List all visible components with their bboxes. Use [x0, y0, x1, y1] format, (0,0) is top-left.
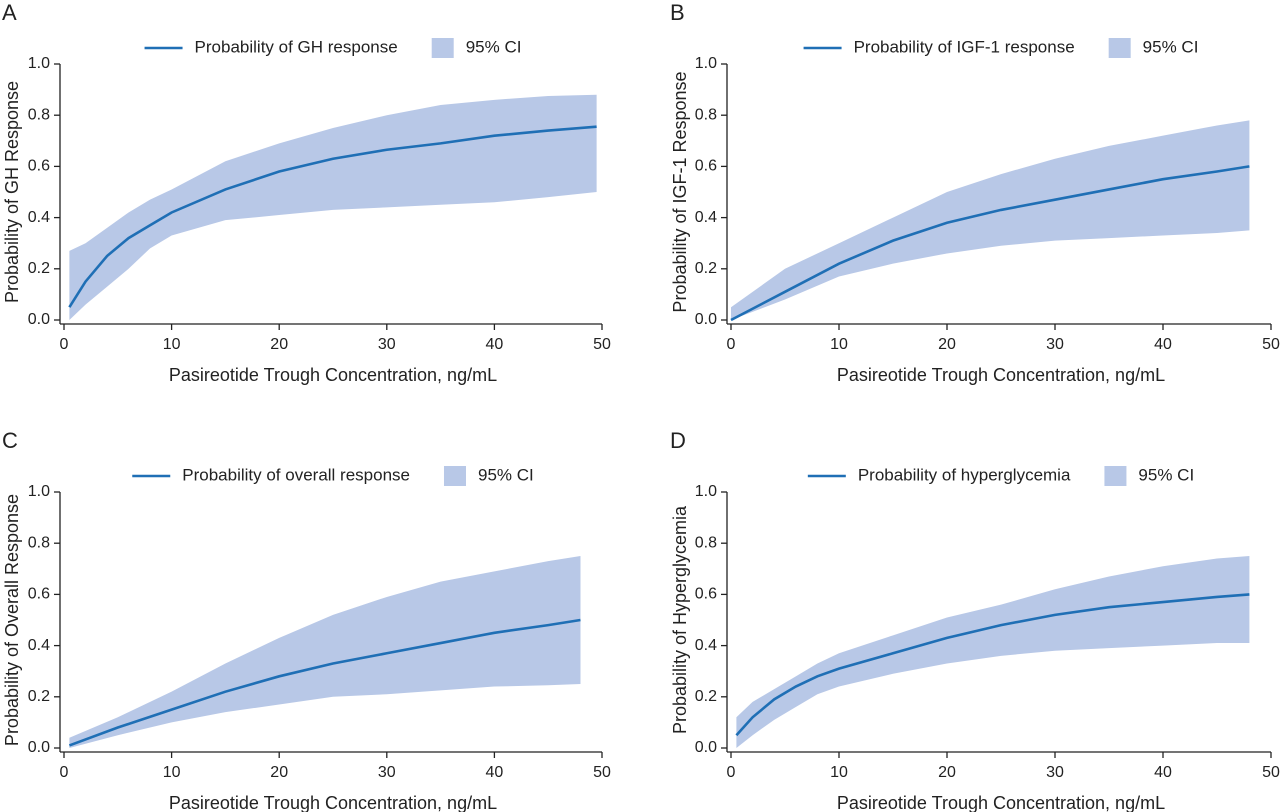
y-tick-label: 1.0	[695, 483, 717, 500]
x-tick-label: 10	[830, 764, 848, 781]
y-axis-label: Probability of Hyperglycemia	[670, 505, 690, 734]
ci-band	[736, 556, 1250, 748]
y-tick-label: 1.0	[28, 55, 50, 72]
x-tick-label: 20	[270, 764, 288, 781]
y-tick-label: 0.0	[28, 739, 50, 756]
y-tick-label: 1.0	[28, 483, 50, 500]
y-tick-label: 0.8	[695, 534, 717, 551]
legend-swatch	[443, 466, 466, 486]
y-tick-label: 0.0	[695, 311, 717, 328]
y-tick-label: 0.8	[28, 106, 50, 123]
legend-label: Probability of overall response	[182, 465, 410, 484]
probability-line	[68, 618, 581, 747]
x-tick-label: 20	[938, 764, 956, 781]
x-axis-label: Pasireotide Trough Concentration, ng/mL	[169, 793, 497, 812]
x-tick-label: 0	[60, 764, 69, 781]
panel-label: B	[670, 0, 685, 25]
legend-label: 95% CI	[1138, 465, 1194, 484]
x-axis-label: Pasireotide Trough Concentration, ng/mL	[837, 793, 1165, 812]
panel: D 0.0 0.2 0.4 0.6 0.8 1.0 0 10 20 30 40 50 Pasireotid…	[670, 428, 1280, 812]
x-tick-label: 0	[727, 336, 736, 353]
y-axis-label: Probability of GH Response	[2, 81, 22, 303]
probability-line	[730, 165, 1250, 322]
y-tick-label: 0.6	[28, 158, 50, 175]
x-tick-label: 20	[938, 336, 956, 353]
legend: Probability of overall response 95% CI	[132, 465, 534, 486]
y-tick-label: 0.4	[28, 209, 50, 226]
x-tick-label: 40	[486, 336, 504, 353]
x-tick-label: 10	[163, 764, 181, 781]
ci-band	[69, 94, 597, 320]
x-tick-label: 40	[486, 764, 504, 781]
ci-band	[731, 120, 1250, 320]
panel: A 0.0 0.2 0.4 0.6 0.8 1.0 0 10 20 30 40 50 Pasireotid…	[2, 0, 611, 385]
y-tick-label: 0.0	[28, 311, 50, 328]
y-tick-label: 0.4	[695, 637, 717, 654]
legend-swatch	[1108, 38, 1131, 58]
panel: C 0.0 0.2 0.4 0.6 0.8 1.0 0 10 20 30 40 50 Pasireotid…	[2, 428, 611, 812]
y-tick-label: 0.2	[695, 688, 717, 705]
y-tick-label: 0.0	[695, 739, 717, 756]
y-tick-label: 0.2	[28, 688, 50, 705]
y-tick-label: 0.6	[695, 586, 717, 603]
y-tick-label: 0.8	[28, 534, 50, 551]
x-tick-label: 20	[270, 336, 288, 353]
legend: Probability of GH response 95% CI	[144, 37, 522, 58]
x-tick-label: 50	[593, 336, 611, 353]
y-tick-label: 0.2	[28, 260, 50, 277]
x-tick-label: 50	[1262, 764, 1280, 781]
y-tick-label: 0.6	[695, 158, 717, 175]
legend-label: Probability of hyperglycemia	[858, 465, 1071, 484]
x-tick-label: 10	[163, 336, 181, 353]
x-tick-label: 30	[1046, 336, 1064, 353]
x-axis-label: Pasireotide Trough Concentration, ng/mL	[169, 365, 497, 385]
y-tick-label: 0.4	[28, 637, 50, 654]
panel-label: C	[2, 428, 18, 453]
x-tick-label: 10	[830, 336, 848, 353]
panel-label: A	[2, 0, 17, 25]
y-tick-label: 0.6	[28, 586, 50, 603]
panel: B 0.0 0.2 0.4 0.6 0.8 1.0 0 10 20 30 40 50 Pasireotid…	[670, 0, 1280, 385]
legend-label: Probability of IGF-1 response	[854, 37, 1075, 56]
legend-swatch	[1104, 466, 1127, 486]
panel-label: D	[670, 428, 686, 453]
x-tick-label: 30	[378, 764, 396, 781]
legend-label: Probability of GH response	[195, 37, 398, 56]
legend-label: 95% CI	[478, 465, 534, 484]
probability-line	[68, 125, 597, 308]
y-tick-label: 0.4	[695, 209, 717, 226]
y-tick-label: 0.8	[695, 106, 717, 123]
x-tick-label: 40	[1154, 764, 1172, 781]
x-tick-label: 50	[1262, 336, 1280, 353]
legend-label: 95% CI	[1143, 37, 1199, 56]
x-tick-label: 40	[1154, 336, 1172, 353]
x-tick-label: 30	[1046, 764, 1064, 781]
legend: Probability of hyperglycemia 95% CI	[807, 465, 1194, 486]
x-tick-label: 50	[593, 764, 611, 781]
probability-line	[735, 593, 1250, 737]
legend: Probability of IGF-1 response 95% CI	[803, 37, 1199, 58]
x-tick-label: 0	[727, 764, 736, 781]
legend-label: 95% CI	[466, 37, 522, 56]
y-axis-label: Probability of IGF-1 Response	[670, 71, 690, 312]
x-axis-label: Pasireotide Trough Concentration, ng/mL	[837, 365, 1165, 385]
y-tick-label: 0.2	[695, 260, 717, 277]
y-axis-label: Probability of Overall Response	[2, 494, 22, 746]
legend-swatch	[431, 38, 454, 58]
x-tick-label: 0	[60, 336, 69, 353]
x-tick-label: 30	[378, 336, 396, 353]
y-tick-label: 1.0	[695, 55, 717, 72]
